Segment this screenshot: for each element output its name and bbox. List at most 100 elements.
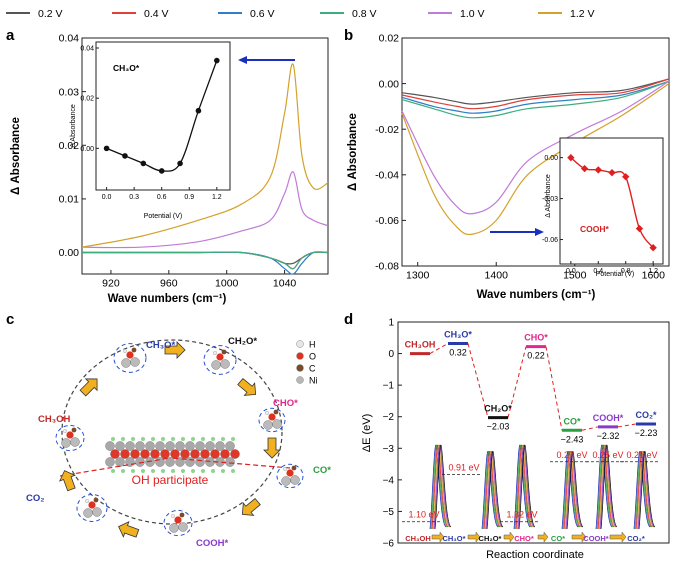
atom-swatch xyxy=(296,352,304,360)
adsorbate-molecule xyxy=(83,497,102,518)
series-line xyxy=(401,80,670,215)
sequence-arrow xyxy=(467,531,481,543)
x-tick-label: 1300 xyxy=(406,270,430,282)
panel-a: a 0.040.030.020.010.00 920 960 1000 1040 Wa… xyxy=(6,27,329,305)
x-axis-label: Reaction coordinate xyxy=(486,549,584,561)
x-axis-label: Wave numbers (cm⁻¹) xyxy=(477,289,596,301)
reaction-path xyxy=(634,451,652,529)
sequence-label: CH₃OH xyxy=(405,534,431,543)
profile-connector xyxy=(545,346,563,431)
barrier-label: 0.27 eV xyxy=(556,450,587,460)
legend-row: 0.2 V 0.4 V 0.6 V 0.8 V 1.0 V 1.2 V xyxy=(6,8,595,20)
y-tick-label: -0.08 xyxy=(375,261,399,273)
adsorbate-molecule xyxy=(169,512,188,533)
sequence-arrow xyxy=(571,531,587,543)
reaction-path xyxy=(562,451,580,529)
reaction-path xyxy=(636,451,654,529)
atom-label: C xyxy=(309,364,316,374)
y-tick-label: 0.04 xyxy=(59,33,80,45)
sequence-label: COOH* xyxy=(583,534,609,543)
y-axis-label: ΔE (eV) xyxy=(361,414,373,453)
reaction-path xyxy=(432,444,450,529)
series-line xyxy=(82,251,329,265)
adsorbate-molecule xyxy=(281,465,300,486)
y-axis-label: Δ Absorbance xyxy=(10,117,22,195)
state-energy-label: −2.23 xyxy=(635,428,658,438)
species-label: CH₃OH xyxy=(38,414,71,425)
x-tick-label: 0.0 xyxy=(102,194,112,201)
y-tick-label: −2 xyxy=(383,412,395,423)
profile-connector xyxy=(581,426,599,431)
inset-point xyxy=(649,244,657,252)
x-tick-label: 1000 xyxy=(215,278,239,290)
x-tick-label: 1500 xyxy=(563,270,587,282)
profile-connector xyxy=(617,423,637,428)
series-line xyxy=(81,171,329,249)
catalyst-slab xyxy=(105,437,240,473)
inset-label: CH₃O* xyxy=(113,63,140,73)
profile-connector xyxy=(467,343,489,418)
y-tick-label: −5 xyxy=(383,507,395,518)
y-tick-label: −3 xyxy=(383,444,395,455)
reaction-path xyxy=(483,451,501,529)
inset-point xyxy=(580,164,589,173)
adsorbate-molecule xyxy=(121,347,140,368)
x-tick-label: 0.8 xyxy=(621,268,631,275)
series-line xyxy=(401,80,670,114)
panel-d: d 1 0 −1 −2 −3 −4 −5 −6 ΔE (eV) Reaction coordi… xyxy=(344,311,670,561)
sequence-label: CO* xyxy=(551,534,565,543)
state-label: CHO* xyxy=(524,333,548,343)
adsorbate-highlight xyxy=(55,424,85,452)
state-label: CH₃O* xyxy=(444,329,472,339)
reaction-path xyxy=(635,451,653,529)
y-tick-label: -0.06 xyxy=(375,215,399,227)
x-tick-label: 0.0 xyxy=(566,268,576,275)
species-label: CH₃O* xyxy=(146,340,176,351)
species-label: CO₂ xyxy=(26,493,44,504)
reaction-path xyxy=(482,451,500,529)
series-line xyxy=(401,78,670,110)
y-tick-label: 0.02 xyxy=(80,96,94,103)
sequence-label: CH₂O* xyxy=(479,534,502,543)
sequence-arrow xyxy=(431,531,445,543)
reaction-path xyxy=(638,451,656,529)
panel-c: c OH participate CH₃O* CH₂O* CHO* CO* CO… xyxy=(6,311,331,549)
y-tick-label: 0.02 xyxy=(379,33,400,45)
inset-point xyxy=(140,160,147,167)
barrier-label: 1.32 eV xyxy=(506,510,537,520)
reaction-cycle xyxy=(61,339,283,525)
y-tick-label: 0.01 xyxy=(59,194,80,206)
species-label: CH₂O* xyxy=(228,336,257,347)
adsorbate-molecule xyxy=(263,409,282,430)
y-tick-label: -0.04 xyxy=(375,169,399,181)
state-label: COOH* xyxy=(593,413,624,423)
atom-swatch xyxy=(296,364,304,372)
x-tick-label: 1.2 xyxy=(212,194,222,201)
reaction-path xyxy=(565,451,583,529)
x-tick-label: 0.9 xyxy=(184,194,194,201)
y-tick-label: 0.00 xyxy=(80,146,94,153)
state-label: CO* xyxy=(563,416,581,426)
plot-frame xyxy=(397,321,670,544)
inset-frame xyxy=(95,41,231,191)
reaction-path xyxy=(561,451,579,529)
panel-letter: b xyxy=(344,27,353,44)
reaction-path xyxy=(514,444,532,529)
adsorbate-molecule xyxy=(61,427,80,448)
x-tick-label: 1.2 xyxy=(648,268,658,275)
adsorbate-highlight xyxy=(76,494,108,522)
y-tick-label: 0 xyxy=(388,349,394,360)
reaction-path xyxy=(517,444,535,529)
series-line xyxy=(82,251,329,270)
cycle-arrow xyxy=(118,521,140,538)
series-line xyxy=(82,251,329,270)
series-line xyxy=(82,251,329,275)
profile-connector xyxy=(429,343,449,355)
sequence-label: CO₂* xyxy=(627,534,645,543)
profile-connector xyxy=(507,346,527,418)
plot-frame xyxy=(401,37,670,267)
inset-label: COOH* xyxy=(580,224,610,234)
reaction-path xyxy=(518,444,536,529)
y-tick-label: 1 xyxy=(388,318,394,329)
barrier-label: 1.10 eV xyxy=(408,510,439,520)
